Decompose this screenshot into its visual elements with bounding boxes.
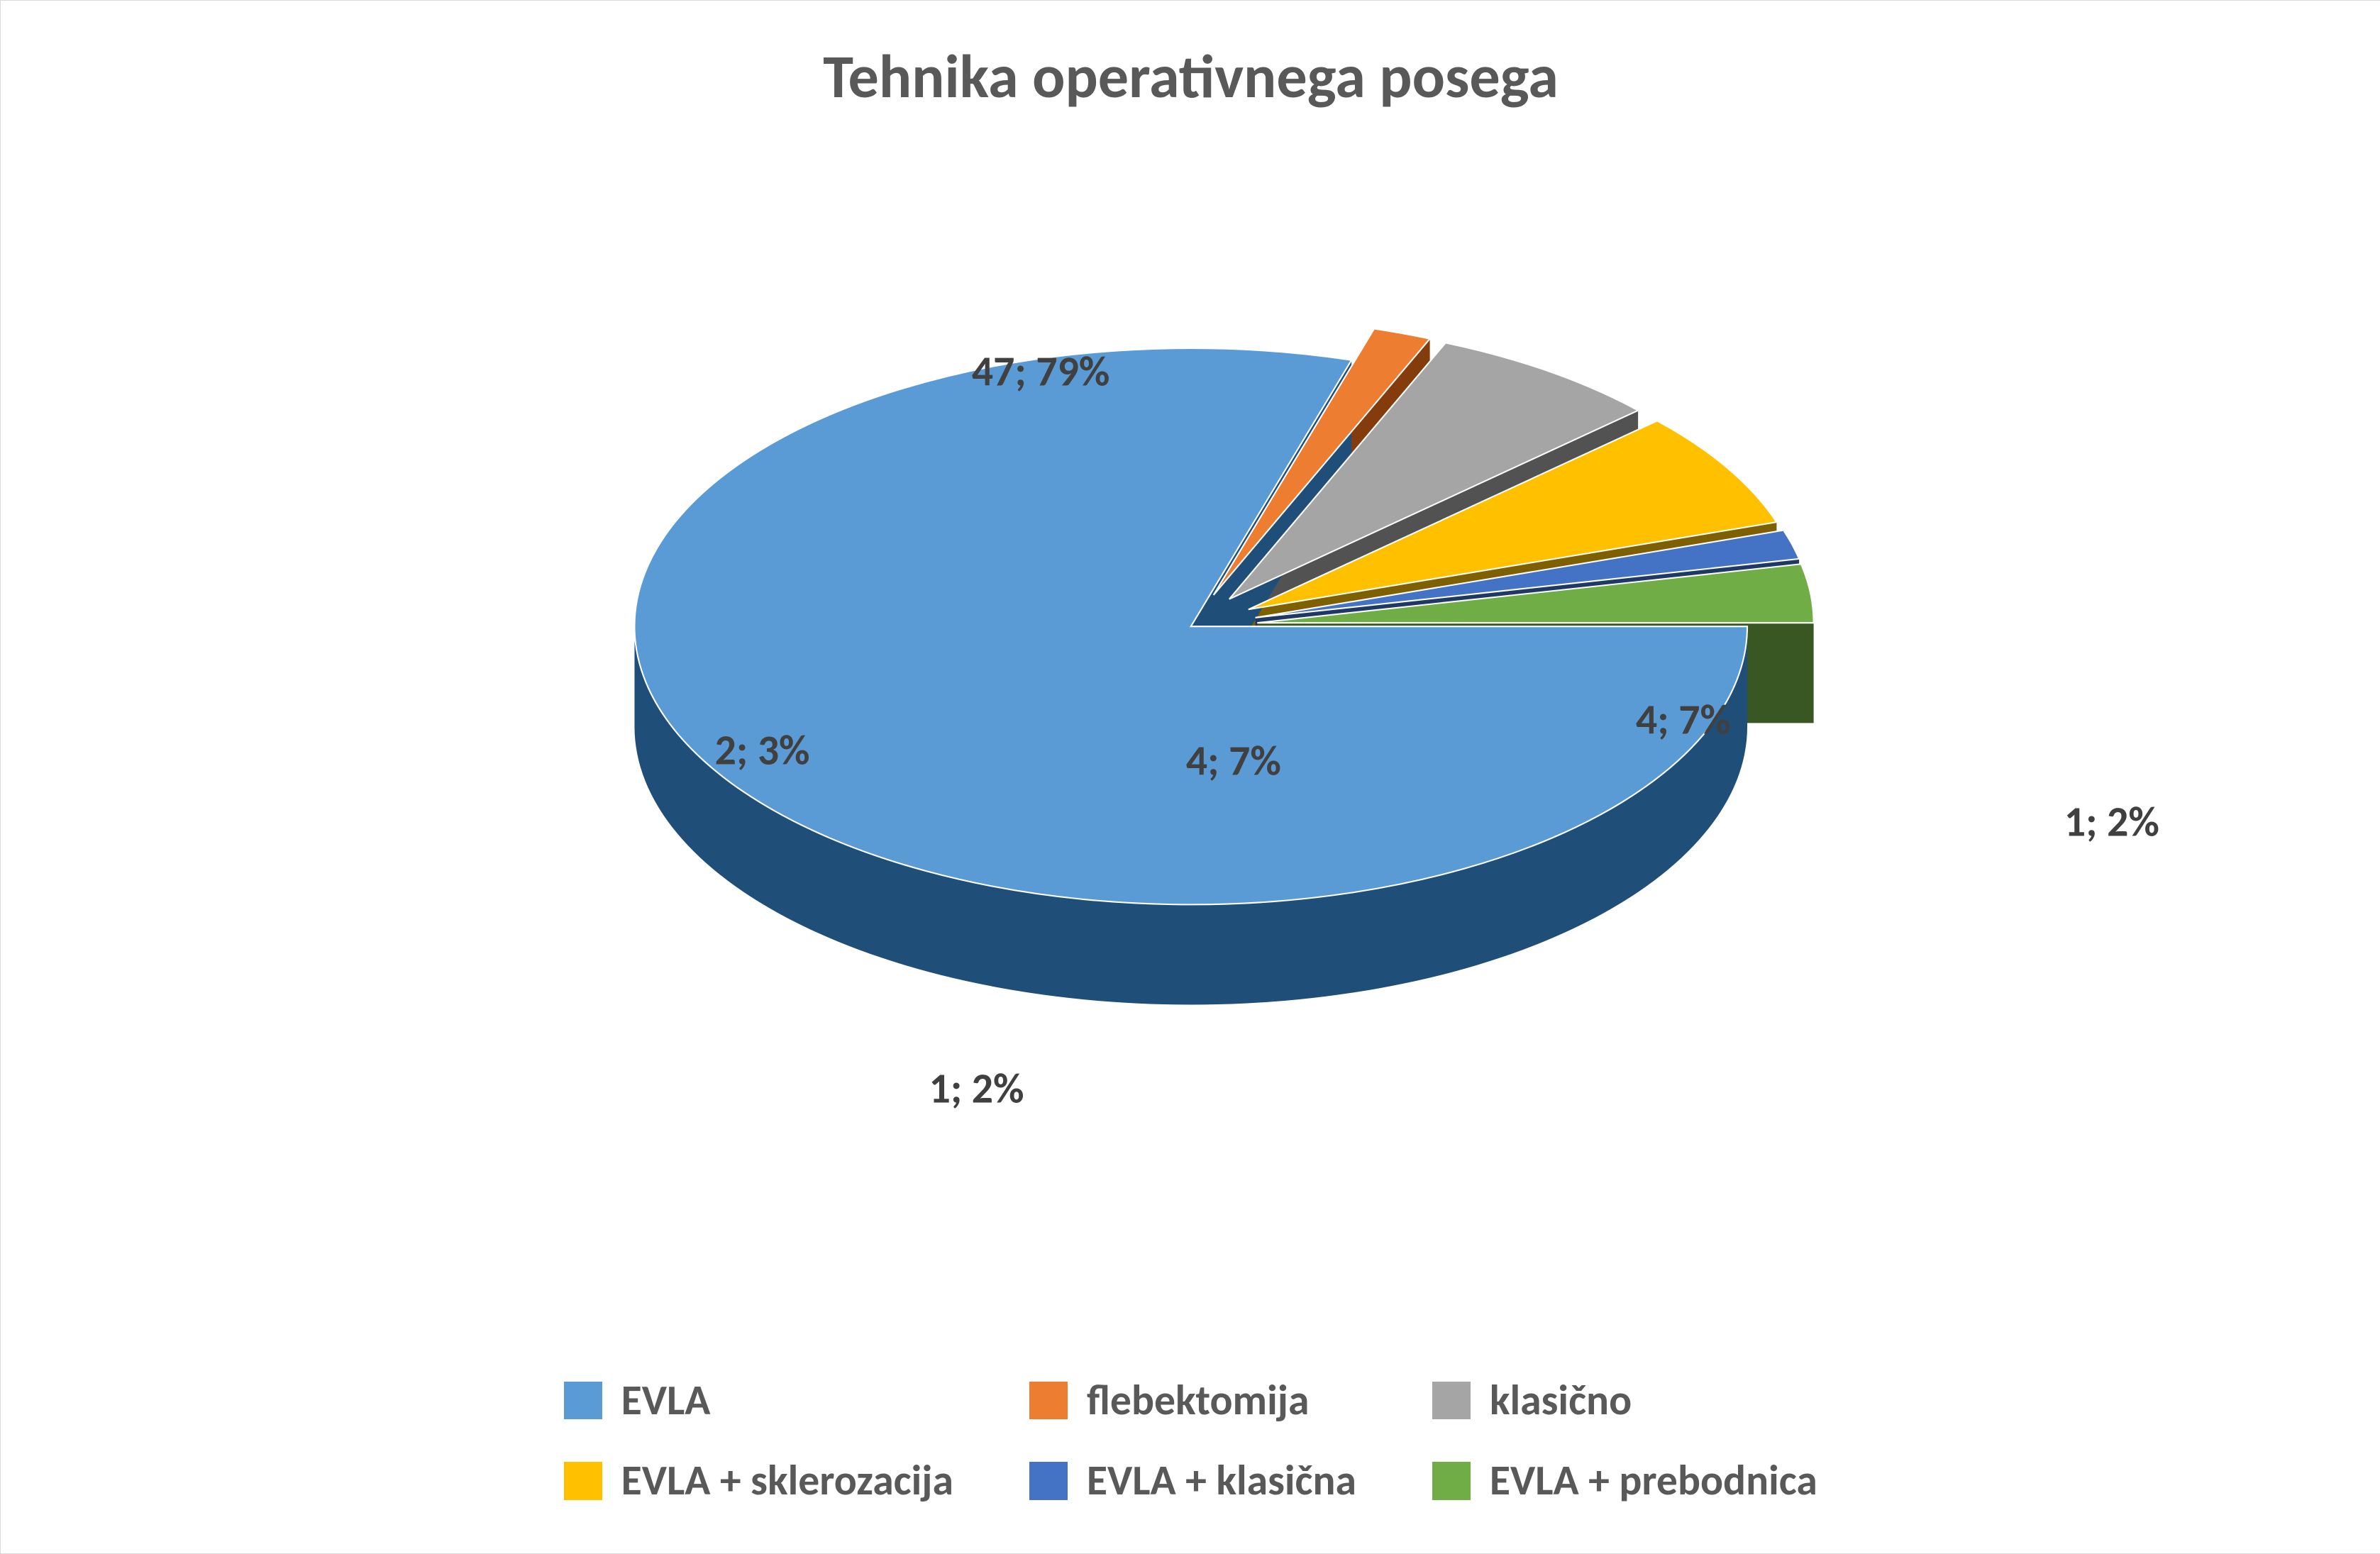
legend-item: EVLA + prebodnica [1432,1455,1817,1506]
data-label: 4; 7% [1186,735,1281,787]
chart-title: Tehnika operativnega posega [1,40,2380,114]
legend-swatch [1432,1462,1471,1500]
legend-swatch [564,1382,602,1420]
legend-label: EVLA [621,1375,711,1426]
pie-svg [120,187,2262,1212]
data-label: 2; 3% [715,725,810,777]
legend-item: EVLA [564,1375,953,1426]
legend-item: EVLA + sklerozacija [564,1455,953,1506]
legend-swatch [1432,1382,1471,1420]
data-label: 47; 79% [972,345,1109,397]
legend-item: klasično [1432,1375,1817,1426]
legend-label: flebektomija [1087,1375,1310,1426]
data-label: 4; 7% [1636,694,1731,745]
legend-label: EVLA + sklerozacija [621,1455,953,1506]
legend-label: EVLA + prebodnica [1490,1455,1817,1506]
legend-item: flebektomija [1029,1375,1356,1426]
legend-swatch [1029,1382,1068,1420]
legend-swatch [1029,1462,1068,1500]
data-label: 1; 2% [929,1063,1024,1115]
pie-area: 47; 79% 1; 2% 4; 7% 4; 7% 1; 2% 2; 3% [120,187,2262,1212]
data-label: 1; 2% [2064,797,2159,848]
legend: EVLA flebektomija klasično EVLA + sklerozac… [239,1375,2143,1506]
legend-label: EVLA + klasična [1087,1455,1356,1506]
legend-item: EVLA + klasična [1029,1455,1356,1506]
chart-container: Tehnika operativnega posega 47; 79% 1; 2%… [0,0,2380,1554]
legend-label: klasično [1490,1375,1632,1426]
legend-swatch [564,1462,602,1500]
